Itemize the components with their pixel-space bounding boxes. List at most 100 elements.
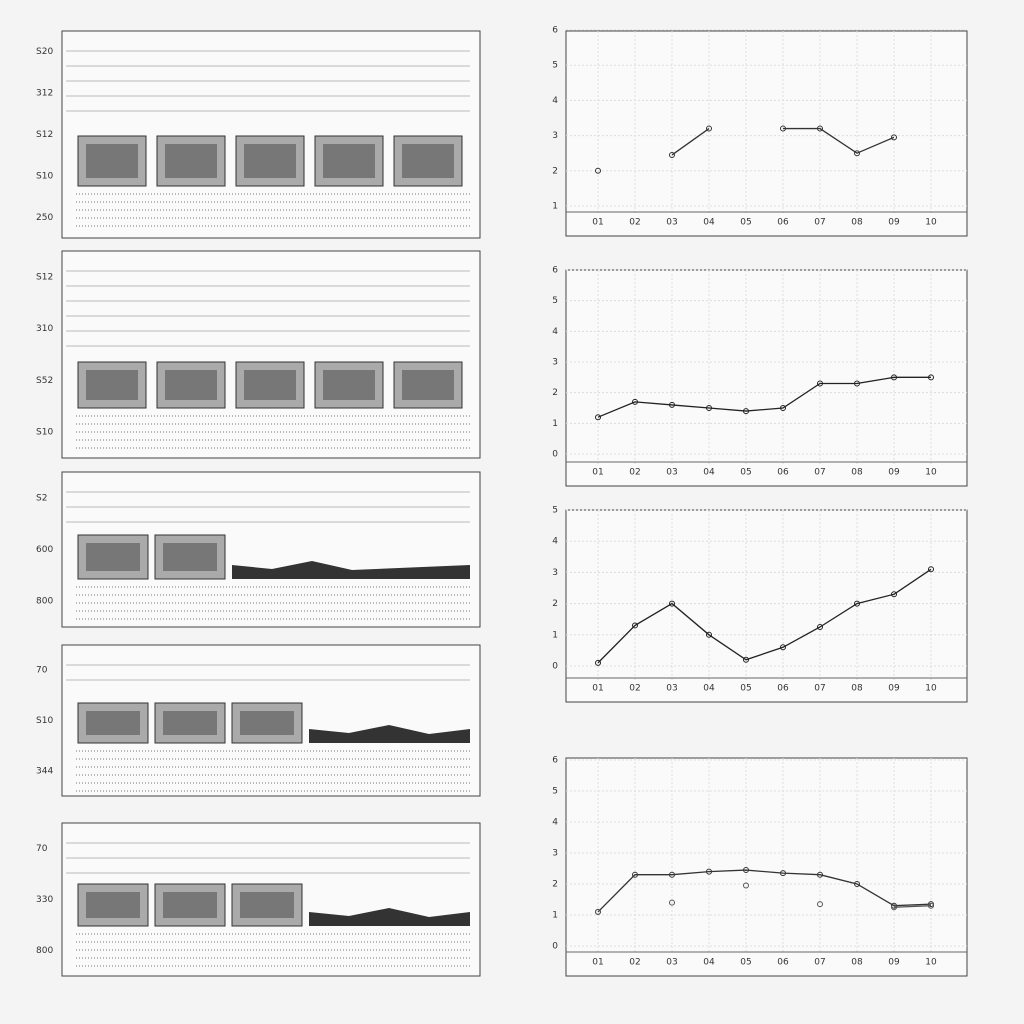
thumbnail-inner (86, 144, 138, 178)
point (595, 908, 601, 915)
x-tick-label: 05 (740, 468, 751, 478)
y-tick-label: 1 (552, 419, 558, 429)
x-tick-label: 04 (703, 468, 715, 478)
point (669, 899, 675, 906)
x-tick-label: 02 (629, 958, 640, 968)
y-tick-label: 5 (552, 296, 558, 306)
thumbnail-inner (240, 892, 294, 918)
x-tick-label: 05 (740, 684, 751, 694)
y-tick-label: 6 (552, 756, 558, 766)
x-tick-label: 06 (777, 684, 789, 694)
point (706, 125, 712, 132)
x-tick-label: 08 (851, 958, 863, 968)
y-tick-label: 5 (552, 506, 558, 516)
y-tick-label: 3 (552, 358, 558, 368)
point (743, 656, 749, 663)
x-tick-label: 02 (629, 218, 640, 228)
thumbnail-inner (240, 711, 294, 735)
panel (61, 30, 481, 239)
point (669, 151, 675, 158)
point (595, 167, 601, 174)
side-label: 344 (36, 766, 53, 776)
side-label: S52 (36, 376, 53, 386)
thumbnail-inner (163, 543, 217, 571)
point (669, 600, 675, 607)
x-tick-label: 03 (666, 958, 677, 968)
y-tick-label: 3 (552, 131, 558, 141)
point (928, 566, 934, 573)
side-label: 70 (36, 666, 48, 676)
side-label: 312 (36, 89, 53, 99)
y-tick-label: 2 (552, 388, 558, 398)
thumbnail-inner (86, 543, 140, 571)
x-tick-label: 09 (888, 684, 900, 694)
point (632, 622, 638, 629)
side-label: S12 (36, 130, 53, 140)
y-tick-label: 1 (552, 630, 558, 640)
x-tick-label: 07 (814, 218, 825, 228)
y-tick-label: 3 (552, 568, 558, 578)
x-tick-label: 08 (851, 218, 863, 228)
x-tick-label: 05 (740, 958, 751, 968)
x-tick-label: 01 (592, 218, 603, 228)
area (309, 725, 470, 743)
x-tick-label: 06 (777, 958, 789, 968)
chart-frame (565, 269, 968, 487)
x-tick-label: 01 (592, 468, 603, 478)
line (597, 376, 931, 418)
side-label: 70 (36, 844, 48, 854)
x-tick-label: 10 (925, 218, 937, 228)
thumbnail-inner (163, 711, 217, 735)
side-label: 310 (36, 324, 53, 334)
y-tick-label: 5 (552, 61, 558, 71)
x-tick-label: 01 (592, 684, 603, 694)
side-label: S10 (36, 428, 53, 438)
panel (61, 250, 481, 459)
x-tick-label: 09 (888, 468, 900, 478)
x-tick-label: 03 (666, 468, 677, 478)
line (671, 127, 895, 156)
point (706, 631, 712, 638)
y-tick-label: 4 (552, 537, 558, 547)
y-tick-label: 0 (552, 942, 558, 952)
x-tick-label: 03 (666, 684, 677, 694)
x-tick-label: 04 (703, 958, 715, 968)
side-label: 330 (36, 895, 53, 905)
x-tick-label: 09 (888, 218, 900, 228)
point (817, 901, 823, 908)
point (780, 644, 786, 651)
x-tick-label: 10 (925, 684, 937, 694)
y-tick-label: 4 (552, 96, 558, 106)
y-tick-label: 2 (552, 599, 558, 609)
y-tick-label: 5 (552, 787, 558, 797)
point (595, 659, 601, 666)
x-tick-label: 03 (666, 218, 677, 228)
x-tick-label: 01 (592, 958, 603, 968)
x-tick-label: 07 (814, 468, 825, 478)
y-tick-label: 1 (552, 911, 558, 921)
side-label: S12 (36, 272, 53, 282)
chart-frame (565, 757, 968, 977)
point (817, 624, 823, 630)
y-tick-label: 2 (552, 166, 558, 176)
point (743, 882, 749, 889)
thumbnail-inner (244, 370, 296, 400)
x-tick-label: 04 (703, 218, 715, 228)
area (309, 908, 470, 926)
x-tick-label: 06 (777, 218, 789, 228)
line (893, 905, 932, 908)
thumbnail-inner (402, 370, 454, 400)
line (597, 869, 932, 913)
side-label: 600 (36, 545, 53, 555)
x-tick-label: 02 (629, 684, 640, 694)
y-tick-label: 3 (552, 849, 558, 859)
thumbnail-inner (86, 370, 138, 400)
thumbnail-inner (244, 144, 296, 178)
point (595, 414, 601, 421)
x-tick-label: 05 (740, 218, 751, 228)
y-tick-label: 0 (552, 450, 558, 460)
x-tick-label: 09 (888, 958, 900, 968)
side-label: S10 (36, 716, 53, 726)
y-tick-label: 6 (552, 26, 558, 36)
